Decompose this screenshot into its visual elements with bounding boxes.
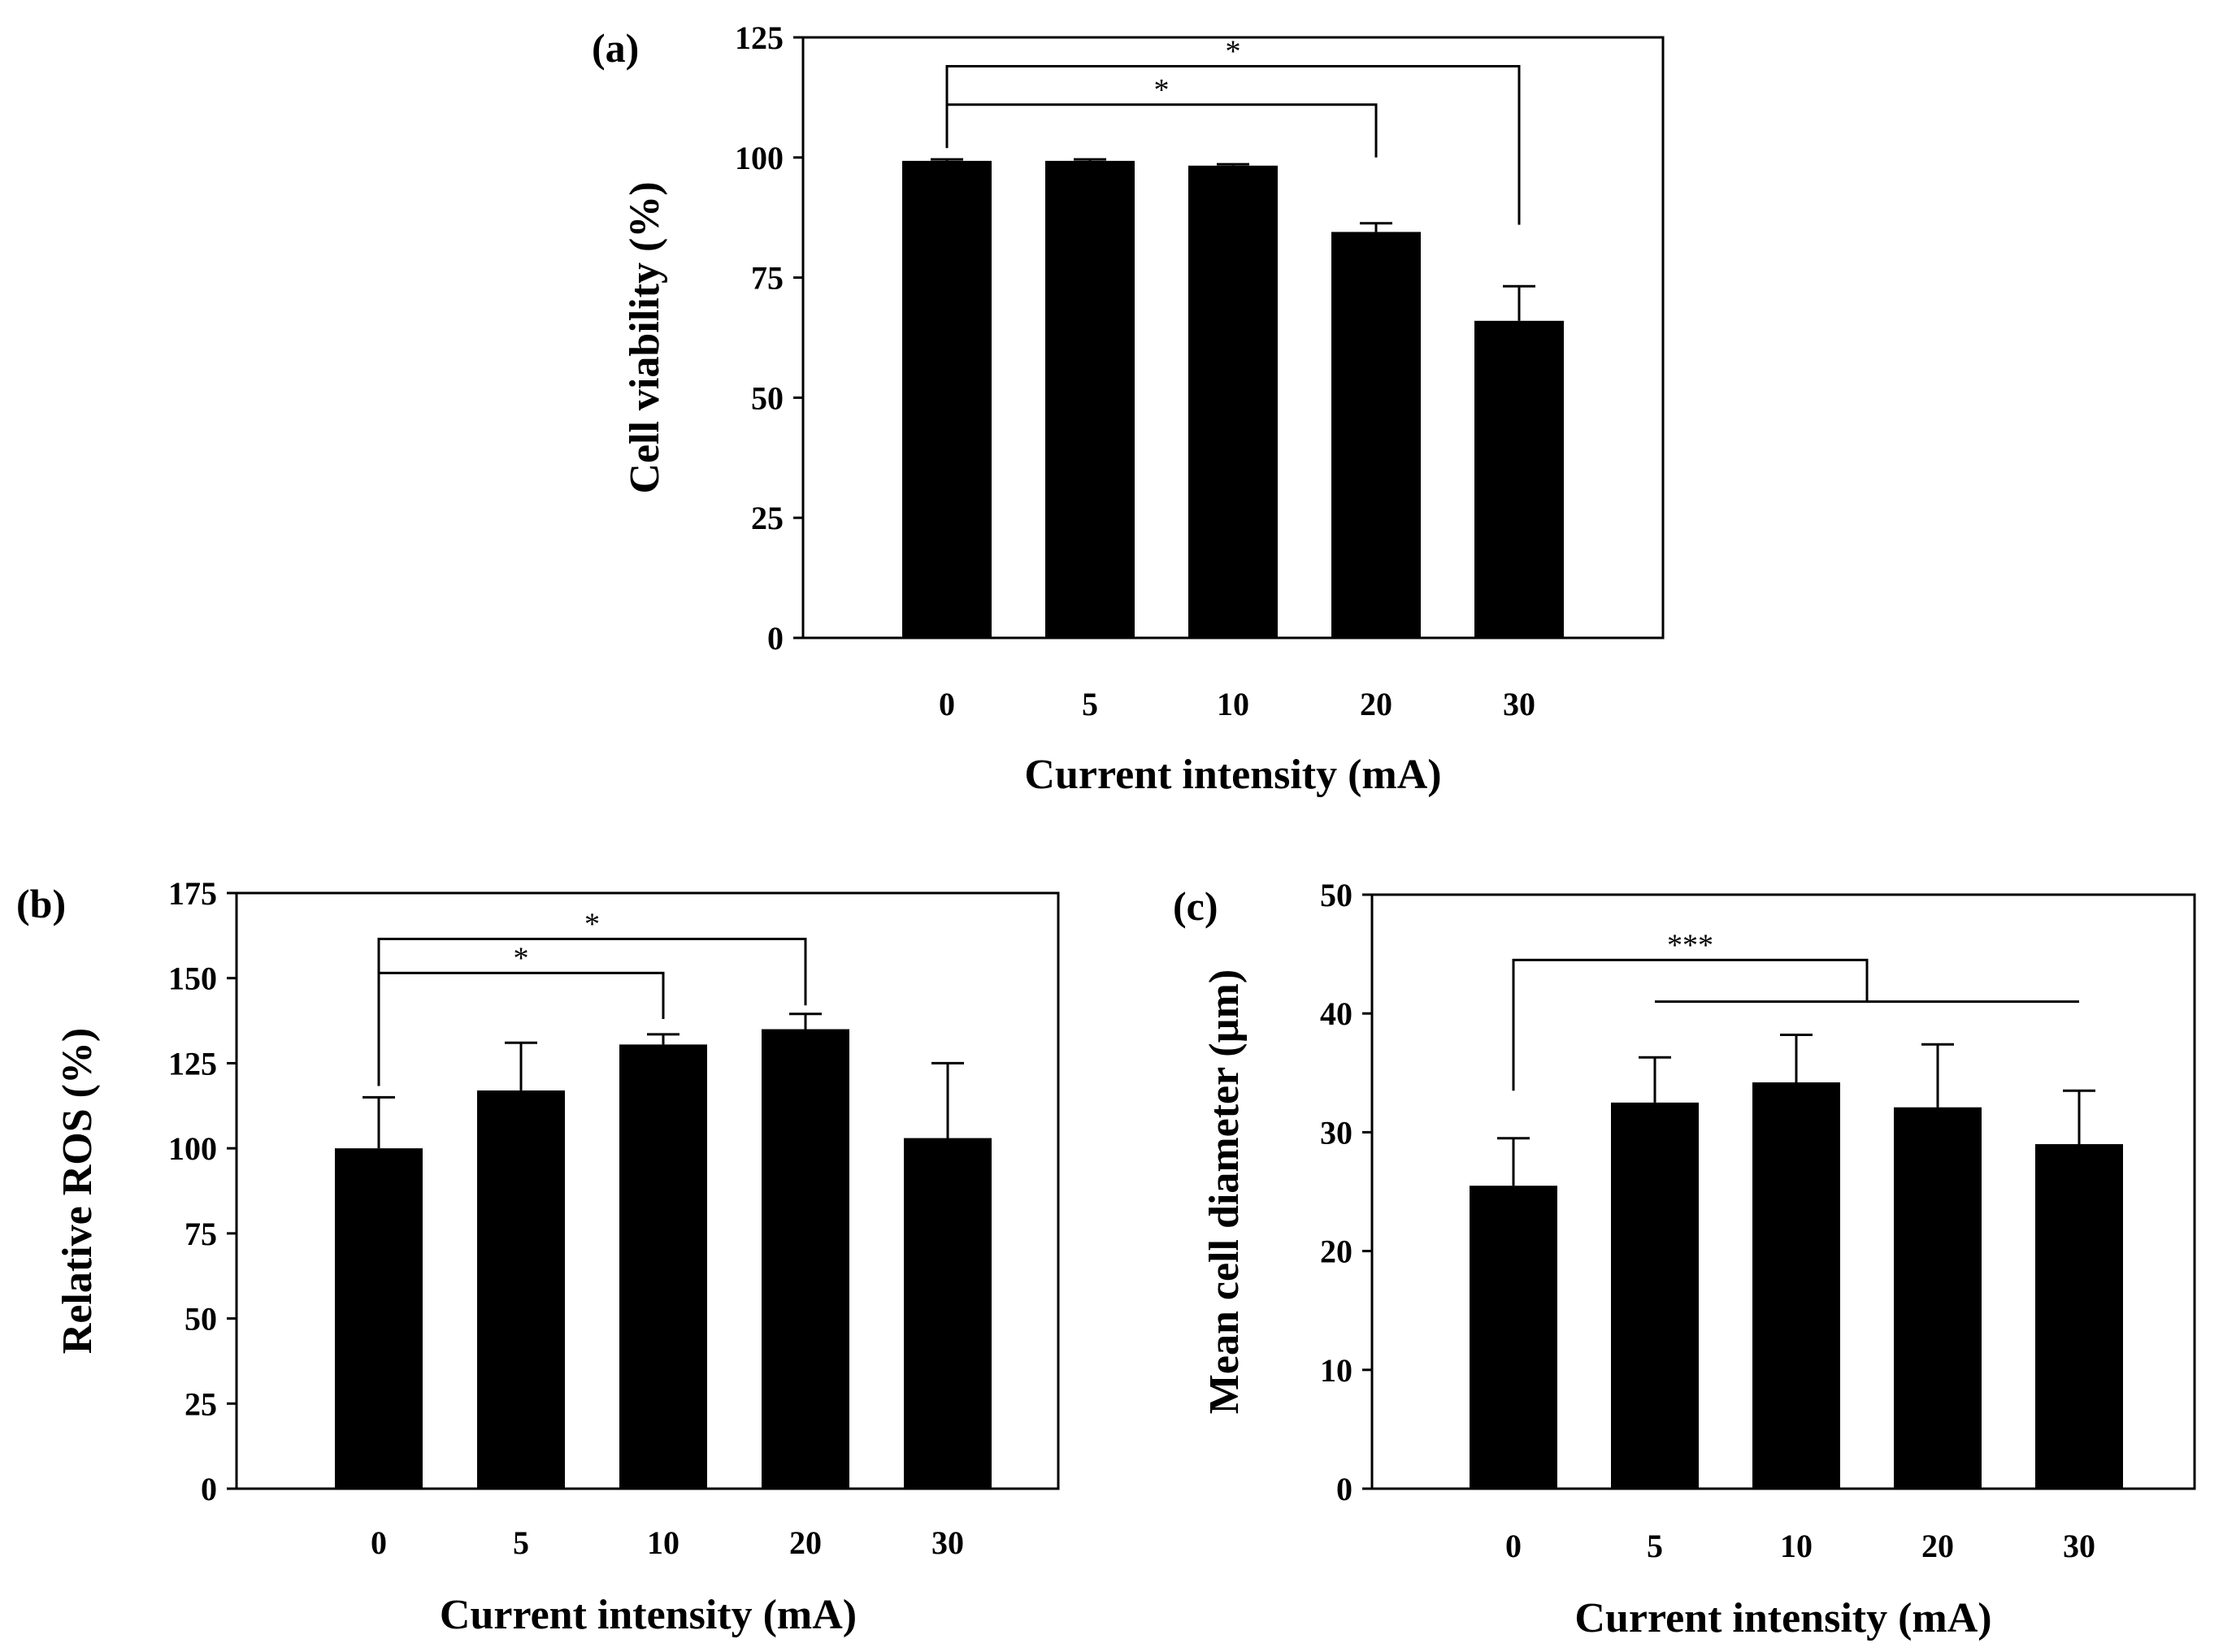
x-tick-label: 10 <box>647 1524 679 1561</box>
y-tick-label: 30 <box>1320 1114 1352 1151</box>
y-tick-label: 25 <box>751 500 784 536</box>
significance-bracket <box>945 103 1378 158</box>
x-tick-label: 0 <box>1505 1528 1522 1564</box>
y-tick-label: 0 <box>1336 1471 1352 1507</box>
significance-star: * <box>1154 73 1170 107</box>
x-tick-label: 20 <box>1360 686 1392 722</box>
x-tick-label: 30 <box>2063 1528 2095 1564</box>
panel-b-relative-ros-chart: 0 25 50 75 100 125 150 175 0 5 10 20 30 * * Current int… <box>16 875 1060 1638</box>
bar-5-mA <box>1611 1102 1699 1489</box>
y-tick-label: 40 <box>1320 995 1352 1032</box>
y-axis-title: Relative ROS (%) <box>54 1028 101 1354</box>
x-tick-label: 5 <box>513 1524 529 1561</box>
bar-0-mA <box>902 160 992 638</box>
y-tick-label: 0 <box>767 620 784 657</box>
significance-star: *** <box>1667 928 1713 962</box>
y-tick-label: 125 <box>735 20 784 56</box>
y-tick-label: 100 <box>735 140 784 176</box>
x-axis-title: Current intensity (mA) <box>1024 752 1441 798</box>
bar-30-mA <box>1474 320 1564 638</box>
y-tick-label: 125 <box>168 1045 217 1082</box>
x-tick-label: 5 <box>1082 686 1098 722</box>
y-tick-label: 50 <box>751 379 784 416</box>
bar-10-mA <box>1188 165 1278 638</box>
bar-5-mA <box>477 1090 565 1489</box>
x-tick-label: 30 <box>931 1524 964 1561</box>
y-tick-label: 150 <box>168 960 217 997</box>
y-tick-label: 75 <box>751 260 784 297</box>
y-tick-label: 10 <box>1320 1352 1352 1389</box>
x-tick-label: 10 <box>1780 1528 1813 1564</box>
x-tick-label: 10 <box>1217 686 1249 722</box>
y-axis-title: Mean cell diameter (µm) <box>1201 969 1248 1414</box>
y-tick-label: 175 <box>168 875 217 912</box>
bar-20-mA <box>1331 232 1421 638</box>
panel-c-mean-cell-diameter-chart: 0 10 20 30 40 50 0 5 10 20 30 *** Current intensity … <box>1173 877 2196 1641</box>
y-tick-label: 0 <box>201 1471 217 1507</box>
x-tick-label: 5 <box>1647 1528 1663 1564</box>
panel-label: (b) <box>16 881 66 926</box>
x-tick-label: 0 <box>371 1524 387 1561</box>
bar-10-mA <box>619 1044 707 1489</box>
significance-star: * <box>1226 34 1241 68</box>
panel-label: (a) <box>592 25 639 71</box>
y-tick-label: 25 <box>185 1385 217 1422</box>
y-tick-label: 100 <box>168 1130 217 1167</box>
x-tick-label: 20 <box>1921 1528 1954 1564</box>
significance-bracket <box>377 938 807 1086</box>
panel-label: (c) <box>1173 883 1218 929</box>
x-tick-label: 0 <box>939 686 955 722</box>
y-axis-title: Cell viability (%) <box>622 181 668 493</box>
bar-0-mA <box>1470 1186 1557 1489</box>
significance-bracket <box>945 64 1521 225</box>
significance-bracket <box>1512 958 1869 1091</box>
bar-20-mA <box>1894 1107 1982 1489</box>
x-axis-title: Current intensity (mA) <box>440 1592 857 1638</box>
panel-a-cell-viability-chart: 0 25 50 75 100 125 0 5 10 20 30 * * Current intensity… <box>592 20 1665 798</box>
x-tick-label: 20 <box>789 1524 822 1561</box>
y-tick-label: 75 <box>185 1216 217 1252</box>
bar-5-mA <box>1045 160 1135 638</box>
x-tick-label: 30 <box>1503 686 1535 722</box>
bar-0-mA <box>335 1148 423 1489</box>
bar-10-mA <box>1752 1082 1840 1489</box>
y-tick-label: 50 <box>185 1301 217 1338</box>
y-tick-label: 50 <box>1320 877 1352 913</box>
x-axis-title: Current intensity (mA) <box>1574 1595 1991 1641</box>
y-tick-label: 20 <box>1320 1234 1352 1270</box>
significance-star: * <box>514 941 529 975</box>
significance-star: * <box>584 908 600 942</box>
bar-30-mA <box>904 1138 992 1489</box>
bar-20-mA <box>762 1029 849 1489</box>
bar-30-mA <box>2035 1144 2123 1489</box>
